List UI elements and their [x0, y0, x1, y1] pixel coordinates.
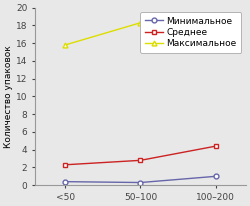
Максимальное	[214, 15, 217, 18]
Y-axis label: Количество упаковок: Количество упаковок	[4, 45, 13, 148]
Legend: Минимальное, Среднее, Максимальное: Минимальное, Среднее, Максимальное	[140, 12, 241, 53]
Line: Минимальное: Минимальное	[63, 174, 218, 185]
Среднее	[64, 164, 67, 166]
Минимальное	[139, 181, 142, 184]
Среднее	[139, 159, 142, 162]
Line: Среднее: Среднее	[63, 144, 218, 167]
Line: Максимальное: Максимальное	[63, 14, 218, 47]
Минимальное	[64, 180, 67, 183]
Максимальное	[139, 21, 142, 24]
Максимальное	[64, 44, 67, 46]
Минимальное	[214, 175, 217, 178]
Среднее	[214, 145, 217, 147]
